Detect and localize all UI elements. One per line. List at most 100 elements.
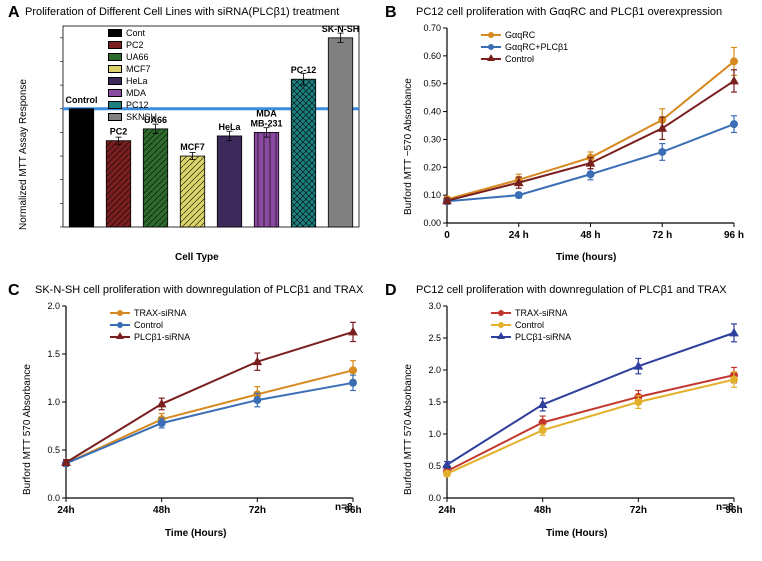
legend-item: Control xyxy=(481,54,568,64)
svg-text:0.5: 0.5 xyxy=(47,445,60,455)
panel-b-label: B xyxy=(385,4,397,22)
panel-a: A Proliferation of Different Cell Lines … xyxy=(0,0,381,280)
panel-a-title: Proliferation of Different Cell Lines wi… xyxy=(25,6,339,18)
svg-text:0.0: 0.0 xyxy=(47,493,60,503)
legend-marker xyxy=(117,322,123,328)
figure-grid: A Proliferation of Different Cell Lines … xyxy=(0,0,762,561)
panel-d: D PC12 cell proliferation with downregul… xyxy=(381,280,762,560)
legend-marker xyxy=(117,310,123,316)
panel-d-xlabel: Time (Hours) xyxy=(546,528,608,539)
svg-text:1.5: 1.5 xyxy=(428,397,441,407)
panel-a-legend: ContPC2UA66MCF7HeLaMDAPC12SKNSH xyxy=(108,28,157,124)
svg-text:72h: 72h xyxy=(630,505,647,516)
svg-text:PC2: PC2 xyxy=(110,127,128,137)
legend-swatch xyxy=(108,89,122,97)
legend-swatch xyxy=(108,53,122,61)
legend-text: GαqRC xyxy=(505,30,535,40)
panel-b-xlabel: Time (hours) xyxy=(556,252,616,263)
svg-text:0.0: 0.0 xyxy=(428,493,441,503)
legend-text: PLCβ1-siRNA xyxy=(134,332,190,342)
legend-swatch xyxy=(108,41,122,49)
svg-text:0.00: 0.00 xyxy=(423,218,441,228)
legend-item: Cont xyxy=(108,28,157,38)
legend-swatch xyxy=(108,101,122,109)
svg-text:24h: 24h xyxy=(57,505,74,516)
legend-marker xyxy=(497,332,505,339)
svg-text:48h: 48h xyxy=(534,505,551,516)
svg-text:0: 0 xyxy=(444,230,450,241)
legend-line xyxy=(110,312,130,314)
panel-d-chart: 0.00.51.01.52.02.53.024h48h72h96h xyxy=(429,300,744,522)
panel-a-ylabel: Normalized MTT Assay Response xyxy=(18,30,29,230)
legend-text: Cont xyxy=(126,28,145,38)
legend-marker xyxy=(498,310,504,316)
svg-text:3.0: 3.0 xyxy=(428,301,441,311)
panel-b-ylabel: Burford MTT ~570 Absorbance xyxy=(403,35,414,215)
svg-text:96 h: 96 h xyxy=(724,230,744,241)
legend-line xyxy=(491,312,511,314)
legend-line xyxy=(491,324,511,326)
svg-text:2.0: 2.0 xyxy=(428,365,441,375)
legend-item: SKNSH xyxy=(108,112,157,122)
panel-d-n: n=8 xyxy=(716,502,734,513)
legend-item: PC2 xyxy=(108,40,157,50)
svg-text:MDA: MDA xyxy=(256,108,277,118)
panel-c-n: n=8 xyxy=(335,502,353,513)
svg-text:1.5: 1.5 xyxy=(47,349,60,359)
svg-text:0.5: 0.5 xyxy=(428,461,441,471)
panel-b-chart: 0.000.100.200.300.400.500.600.70024 h48 … xyxy=(429,22,744,247)
svg-text:1.0: 1.0 xyxy=(428,429,441,439)
legend-line xyxy=(481,46,501,48)
legend-line xyxy=(110,324,130,326)
legend-swatch xyxy=(108,29,122,37)
panel-b-legend: GαqRC GαqRC+PLCβ1 Control xyxy=(481,30,568,66)
panel-d-label: D xyxy=(385,282,397,300)
svg-text:72h: 72h xyxy=(249,505,266,516)
legend-item: PLCβ1-siRNA xyxy=(491,332,571,342)
legend-text: Control xyxy=(515,320,544,330)
svg-text:2.0: 2.0 xyxy=(47,301,60,311)
svg-text:SK-N-SH: SK-N-SH xyxy=(322,24,360,34)
legend-item: MDA xyxy=(108,88,157,98)
svg-text:MB-231: MB-231 xyxy=(250,118,282,128)
panel-d-legend: TRAX-siRNAControlPLCβ1-siRNA xyxy=(491,308,571,344)
svg-text:72 h: 72 h xyxy=(652,230,672,241)
legend-text: SKNSH xyxy=(126,112,157,122)
svg-text:2.5: 2.5 xyxy=(428,333,441,343)
panel-b-title: PC12 cell proliferation with GαqRC and P… xyxy=(416,6,722,18)
svg-text:0.60: 0.60 xyxy=(423,51,441,61)
panel-c-xlabel: Time (Hours) xyxy=(165,528,227,539)
panel-c-title: SK-N-SH cell proliferation with downregu… xyxy=(35,284,363,296)
legend-item: UA66 xyxy=(108,52,157,62)
svg-text:0.70: 0.70 xyxy=(423,23,441,33)
panel-c: C SK-N-SH cell proliferation with downre… xyxy=(0,280,381,560)
panel-d-title: PC12 cell proliferation with downregulat… xyxy=(416,284,727,296)
svg-text:0.40: 0.40 xyxy=(423,107,441,117)
svg-text:24 h: 24 h xyxy=(509,230,529,241)
svg-text:48h: 48h xyxy=(153,505,170,516)
legend-text: GαqRC+PLCβ1 xyxy=(505,42,568,52)
svg-text:0.50: 0.50 xyxy=(423,79,441,89)
panel-a-xlabel: Cell Type xyxy=(175,252,219,263)
svg-text:Control: Control xyxy=(66,95,98,105)
legend-item: PC12 xyxy=(108,100,157,110)
panel-c-legend: TRAX-siRNAControlPLCβ1-siRNA xyxy=(110,308,190,344)
svg-text:MCF7: MCF7 xyxy=(180,142,205,152)
legend-swatch xyxy=(108,65,122,73)
legend-item: PLCβ1-siRNA xyxy=(110,332,190,342)
legend-swatch xyxy=(108,77,122,85)
legend-marker xyxy=(498,322,504,328)
legend-line xyxy=(110,336,130,338)
svg-text:0.20: 0.20 xyxy=(423,162,441,172)
panel-b: B PC12 cell proliferation with GαqRC and… xyxy=(381,0,762,280)
panel-d-ylabel: Burford MTT 570 Absorbance xyxy=(403,315,414,495)
legend-text: PLCβ1-siRNA xyxy=(515,332,571,342)
panel-c-label: C xyxy=(8,282,20,300)
legend-text: HeLa xyxy=(126,76,148,86)
svg-text:0.30: 0.30 xyxy=(423,134,441,144)
panel-c-ylabel: Burford MTT 570 Absorbance xyxy=(22,315,33,495)
legend-marker xyxy=(488,32,494,38)
legend-item: Control xyxy=(491,320,571,330)
svg-text:PC-12: PC-12 xyxy=(291,65,317,75)
legend-line xyxy=(491,336,511,338)
